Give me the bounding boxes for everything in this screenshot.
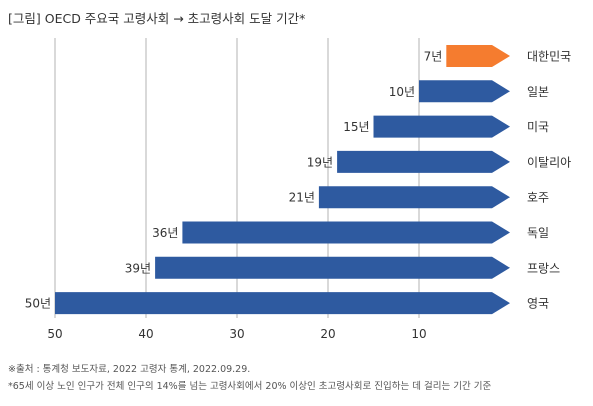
bar-독일 — [182, 221, 510, 244]
source-note: ※출처 : 통계청 보도자료, 2022 고령자 통계, 2022.09.29. — [8, 364, 251, 375]
data-label: 50년 — [25, 297, 51, 311]
bar-미국 — [373, 115, 510, 138]
data-label: 19년 — [307, 155, 333, 169]
x-tick-label: 30 — [229, 327, 244, 341]
chart-title: [그림] OECD 주요국 고령사회 → 초고령사회 도달 기간* — [8, 11, 306, 26]
bar-영국 — [55, 292, 510, 315]
data-label: 10년 — [389, 85, 415, 99]
category-label: 영국 — [527, 297, 549, 311]
x-tick-label: 10 — [411, 327, 426, 341]
category-label: 독일 — [527, 226, 549, 240]
category-label: 대한민국 — [527, 50, 571, 64]
bar-프랑스 — [155, 256, 510, 279]
category-label: 이탈리아 — [527, 155, 571, 169]
data-label: 15년 — [343, 120, 369, 134]
category-label: 호주 — [527, 191, 549, 205]
bar-이탈리아 — [337, 150, 510, 173]
data-label: 7년 — [424, 50, 443, 64]
category-label: 미국 — [527, 120, 549, 134]
bar-호주 — [318, 186, 510, 209]
footnote: *65세 이상 노인 인구가 전체 인구의 14%를 넘는 고령사회에서 20%… — [8, 381, 492, 392]
x-tick-label: 40 — [138, 327, 153, 341]
data-label: 39년 — [125, 261, 151, 275]
bar-대한민국 — [446, 45, 510, 67]
bar-일본 — [419, 80, 510, 103]
category-label: 일본 — [527, 85, 549, 99]
category-label: 프랑스 — [527, 261, 560, 275]
x-tick-label: 50 — [47, 327, 62, 341]
data-label: 36년 — [152, 226, 178, 240]
x-tick-label: 20 — [320, 327, 335, 341]
data-label: 21년 — [289, 191, 315, 205]
